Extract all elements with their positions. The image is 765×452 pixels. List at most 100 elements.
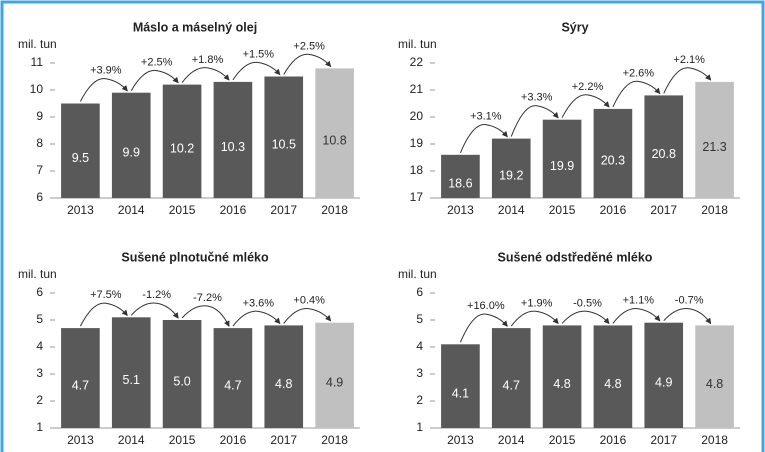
- x-tick-label: 2016: [220, 433, 247, 447]
- change-label: +3.3%: [521, 92, 553, 104]
- y-tick-label: 2: [36, 393, 43, 407]
- x-tick-label: 2013: [67, 433, 94, 447]
- bar-value-label: 20.8: [652, 147, 676, 161]
- x-tick-label: 2017: [270, 203, 297, 217]
- bar: [162, 84, 202, 198]
- bar-value-label: 4.9: [655, 376, 672, 390]
- bar: [61, 103, 100, 198]
- bar: [644, 95, 684, 198]
- y-tick-label: 19: [410, 136, 424, 150]
- bar-value-label: 4.9: [326, 376, 343, 390]
- bar-value-label: 10.2: [170, 142, 194, 156]
- bar: [542, 119, 582, 198]
- x-tick-label: 2017: [270, 433, 297, 447]
- change-arrow: [283, 307, 332, 324]
- change-arrow: [663, 307, 712, 325]
- y-tick-label: 21: [410, 82, 424, 96]
- change-label: +3.1%: [470, 111, 502, 123]
- x-tick-label: 2015: [169, 203, 196, 217]
- x-tick-label: 2016: [220, 203, 247, 217]
- change-label: +0.4%: [293, 295, 325, 307]
- change-arrow: [232, 61, 281, 81]
- change-arrow: [79, 302, 128, 327]
- y-tick-label: 7: [36, 163, 43, 177]
- bar-value-label: 4.8: [275, 377, 292, 391]
- y-tick-label: 11: [31, 55, 44, 69]
- x-tick-label: 2017: [650, 433, 677, 447]
- bar-value-label: 4.7: [224, 378, 241, 392]
- change-label: +2.2%: [572, 81, 604, 93]
- x-tick-label: 2013: [447, 433, 474, 447]
- bar: [695, 81, 734, 198]
- y-tick-label: 22: [410, 55, 424, 69]
- x-tick-label: 2014: [498, 203, 525, 217]
- y-tick-label: 5: [416, 312, 423, 326]
- bar: [441, 154, 480, 198]
- bar-value-label: 19.9: [550, 159, 574, 173]
- change-arrow: [459, 124, 508, 153]
- change-arrow: [130, 302, 179, 319]
- change-label: +3.9%: [90, 65, 122, 77]
- change-label: -7.2%: [193, 292, 222, 304]
- change-arrow: [79, 78, 128, 102]
- bar-value-label: 4.7: [503, 378, 520, 392]
- y-tick-label: 3: [416, 366, 423, 380]
- change-label: +1.8%: [192, 54, 224, 66]
- x-tick-label: 2017: [650, 203, 677, 217]
- change-label: +2.5%: [141, 57, 173, 69]
- y-axis-label: mil. tun: [18, 267, 57, 281]
- bar: [213, 328, 253, 428]
- bar-value-label: 21.3: [702, 140, 726, 154]
- bar: [542, 325, 582, 428]
- bar: [264, 325, 304, 428]
- chart-title: Sýry: [561, 20, 588, 34]
- y-tick-label: 6: [36, 285, 43, 299]
- change-arrow: [561, 310, 610, 325]
- x-tick-label: 2014: [118, 433, 145, 447]
- y-tick-label: 20: [410, 109, 424, 123]
- y-tick-label: 18: [410, 163, 424, 177]
- change-label: -0.5%: [573, 297, 602, 309]
- change-arrow: [612, 307, 661, 324]
- y-axis-label: mil. tun: [398, 37, 437, 51]
- bar: [61, 328, 100, 428]
- x-tick-label: 2015: [549, 203, 576, 217]
- change-arrow: [130, 69, 179, 91]
- bar: [593, 108, 633, 198]
- bar: [593, 325, 633, 428]
- bar-value-label: 5.1: [123, 373, 140, 387]
- change-arrow: [510, 105, 559, 137]
- x-tick-label: 2018: [321, 203, 348, 217]
- x-tick-label: 2018: [701, 433, 728, 447]
- bar-value-label: 9.5: [72, 151, 89, 165]
- x-tick-label: 2018: [701, 203, 728, 217]
- change-label: +3.6%: [243, 297, 275, 309]
- bar: [315, 322, 354, 428]
- change-label: +1.1%: [623, 295, 655, 307]
- bar: [162, 320, 202, 428]
- y-tick-label: 10: [30, 82, 44, 96]
- bar: [491, 328, 531, 428]
- y-tick-label: 6: [416, 285, 423, 299]
- change-label: -0.7%: [675, 295, 704, 307]
- change-label: +7.5%: [90, 289, 122, 301]
- y-tick-label: 6: [36, 190, 43, 204]
- change-arrow: [663, 67, 712, 94]
- x-tick-label: 2014: [118, 203, 145, 217]
- y-tick-label: 8: [36, 136, 43, 150]
- bar-value-label: 9.9: [123, 146, 140, 160]
- y-tick-label: 4: [416, 339, 423, 353]
- change-arrow: [612, 80, 661, 108]
- y-tick-label: 4: [36, 339, 43, 353]
- chart-title: Máslo a máselný olej: [133, 20, 257, 34]
- bar: [441, 344, 480, 428]
- bar: [213, 81, 253, 198]
- y-tick-label: 5: [36, 312, 43, 326]
- x-tick-label: 2016: [600, 433, 627, 447]
- x-tick-label: 2015: [169, 433, 196, 447]
- bar-value-label: 20.3: [601, 154, 625, 168]
- change-label: +1.9%: [521, 297, 553, 309]
- bar-value-label: 19.2: [499, 169, 523, 183]
